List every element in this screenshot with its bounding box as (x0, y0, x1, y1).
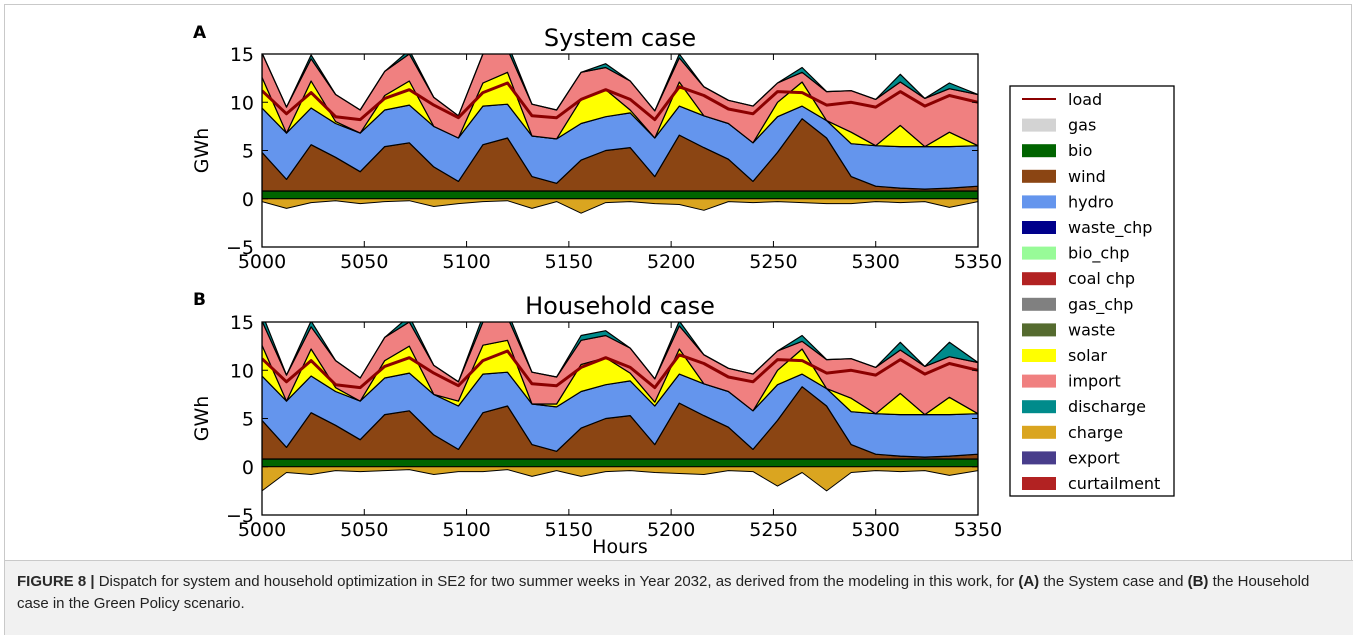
legend-label-discharge: discharge (1068, 397, 1146, 416)
legend-label-solar: solar (1068, 346, 1107, 365)
x-tick-label: 5100 (442, 519, 490, 541)
y-axis-label: GWh (191, 128, 213, 174)
legend-label-coal-chp: coal chp (1068, 269, 1135, 288)
x-tick-label: 5200 (647, 519, 695, 541)
legend-swatch-gas-chp (1022, 297, 1056, 311)
area-import (262, 54, 978, 148)
legend-swatch-discharge (1022, 400, 1056, 414)
plot-area (262, 54, 978, 214)
legend-label-bio-chp: bio_chp (1068, 244, 1129, 264)
x-tick-label: 5200 (647, 251, 695, 273)
legend-label-curtailment: curtailment (1068, 474, 1160, 493)
panel-b-letter: B (193, 290, 206, 310)
plot-area (262, 322, 978, 492)
caption-text-3: the Household case in the Green Policy s… (17, 573, 1310, 612)
legend-label-load: load (1068, 90, 1102, 109)
x-tick-label: 5300 (852, 251, 900, 273)
y-tick-label: 5 (242, 141, 254, 163)
x-axis-label: Hours (592, 536, 648, 558)
panel-title: System case (544, 24, 696, 52)
legend-swatch-curtailment (1022, 477, 1056, 490)
figure-caption: FIGURE 8 | Dispatch for system and house… (5, 560, 1353, 635)
x-tick-label: 5250 (749, 519, 797, 541)
x-tick-label: 5350 (954, 519, 1002, 541)
legend-label-hydro: hydro (1068, 192, 1114, 211)
area-import (262, 322, 978, 416)
caption-label: FIGURE 8 | (17, 573, 95, 590)
panel-a: 5000 5050 5100 5150 5200 5250 5300 5350 −5 0 5 10 15… (191, 24, 1002, 273)
x-tick-label: 5100 (442, 251, 490, 273)
legend-label-export: export (1068, 448, 1120, 467)
x-tick-label: 5050 (340, 251, 388, 273)
legend-label-gas-chp: gas_chp (1068, 295, 1133, 315)
x-tick-label: 5050 (340, 519, 388, 541)
legend-swatch-import (1022, 374, 1056, 388)
caption-ref-b: (B) (1187, 573, 1209, 590)
legend-swatch-gas (1022, 118, 1056, 132)
caption-text-2: the System case and (1039, 573, 1188, 590)
legend-label-charge: charge (1068, 423, 1123, 442)
y-tick-label: 10 (230, 360, 254, 382)
x-tick-label: 5150 (545, 251, 593, 273)
area-charge (262, 466, 978, 492)
legend-label-gas: gas (1068, 116, 1096, 135)
x-tick-label: 5250 (749, 251, 797, 273)
legend-label-bio: bio (1068, 141, 1092, 160)
line-load (262, 81, 978, 122)
legend-label-wind: wind (1068, 167, 1106, 186)
y-tick-label: 10 (230, 92, 254, 114)
area-discharge (262, 322, 978, 383)
area-discharge (262, 54, 978, 117)
area-bio (262, 190, 978, 200)
area-bio (262, 458, 978, 468)
area-charge (262, 198, 978, 214)
figure-chart: 5000 5050 5100 5150 5200 5250 5300 5350−5051015… (191, 23, 1175, 558)
panel-a-letter: A (193, 23, 207, 43)
legend-swatch-bio-chp (1022, 246, 1056, 260)
legend-label-waste-chp: waste_chp (1068, 218, 1152, 238)
legend-swatch-hydro (1022, 195, 1056, 209)
y-tick-label: 0 (242, 189, 254, 211)
legend: load gas bio wind hydro waste_chp bio_chpcoal … (1009, 85, 1175, 497)
y-tick-label: 15 (230, 312, 254, 334)
y-axis-label: GWh (191, 396, 213, 442)
x-tick-label: 5350 (954, 251, 1002, 273)
legend-swatch-waste (1022, 323, 1056, 337)
x-tick-label: 5000 (238, 519, 286, 541)
x-tick-label: 5000 (238, 251, 286, 273)
caption-ref-a: (A) (1018, 573, 1040, 590)
legend-swatch-solar (1022, 349, 1056, 362)
line-load (262, 349, 978, 390)
caption-text-1: Dispatch for system and household optimi… (94, 573, 1019, 590)
legend-label-waste: waste (1068, 320, 1115, 339)
y-tick-label: −5 (226, 237, 254, 259)
y-tick-label: 0 (242, 457, 254, 479)
legend-swatch-coal-chp (1022, 272, 1056, 286)
y-tick-label: −5 (226, 505, 254, 527)
legend-swatch-export (1022, 451, 1056, 465)
legend-swatch-wind (1022, 169, 1056, 183)
y-tick-label: 5 (242, 409, 254, 431)
legend-label-import: import (1068, 372, 1121, 391)
x-tick-label: 5150 (545, 519, 593, 541)
legend-swatch-charge (1022, 425, 1056, 439)
x-tick-label: 5300 (852, 519, 900, 541)
y-tick-label: 15 (230, 44, 254, 66)
legend-swatch-waste-chp (1022, 221, 1056, 234)
panel-title: Household case (525, 292, 715, 320)
panel-b: 5000 5050 5100 5150 5200 5250 5300 5350 −5 0 5 10 15… (191, 292, 1002, 558)
legend-swatch-bio (1022, 144, 1056, 158)
